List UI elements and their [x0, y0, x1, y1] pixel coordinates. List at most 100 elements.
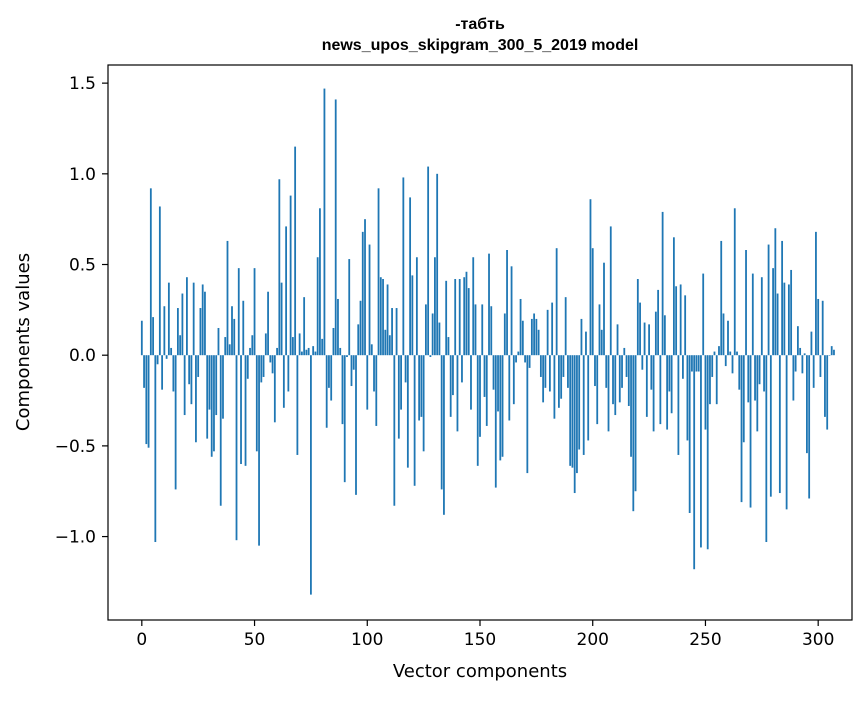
bar-244 — [691, 355, 693, 372]
bar-133 — [440, 355, 443, 490]
bar-9 — [161, 355, 164, 390]
bar-7 — [156, 355, 159, 365]
bar-240 — [682, 355, 684, 379]
bar-268 — [745, 250, 747, 356]
bar-23 — [192, 282, 195, 356]
x-tick-label: 0 — [136, 630, 147, 650]
bar-132 — [438, 322, 441, 356]
bar-36 — [222, 355, 224, 419]
bar-190 — [569, 355, 572, 466]
bar-176 — [537, 329, 540, 356]
x-tick-label: 150 — [464, 630, 496, 650]
bar-51 — [255, 355, 258, 452]
y-tick-label: 0.0 — [69, 346, 96, 366]
bar-42 — [235, 355, 238, 541]
bar-253 — [711, 355, 714, 377]
bar-93 — [350, 355, 353, 387]
bar-124 — [420, 355, 423, 417]
bar-294 — [803, 353, 806, 356]
bar-1 — [143, 355, 145, 388]
bar-41 — [233, 318, 236, 356]
bar-103 — [373, 355, 375, 392]
bar-285 — [783, 282, 786, 356]
bar-207 — [607, 355, 610, 432]
bar-27 — [201, 284, 204, 356]
bar-121 — [413, 355, 416, 486]
bar-305 — [828, 355, 831, 356]
bar-230 — [659, 355, 662, 425]
bar-226 — [650, 355, 653, 390]
bar-292 — [799, 347, 802, 356]
bar-80 — [321, 338, 324, 356]
bar-66 — [289, 195, 292, 356]
bar-212 — [618, 355, 621, 403]
bar-261 — [729, 351, 732, 356]
bar-15 — [174, 355, 177, 490]
x-tick-label: 300 — [802, 630, 834, 650]
bar-280 — [772, 268, 774, 356]
bar-55 — [264, 333, 267, 356]
bar-84 — [330, 355, 333, 401]
bar-209 — [612, 355, 614, 405]
bar-71 — [300, 351, 303, 356]
bar-17 — [179, 335, 182, 356]
bar-54 — [262, 355, 265, 377]
bar-90 — [343, 355, 346, 483]
bar-85 — [332, 327, 335, 356]
bar-291 — [796, 326, 799, 356]
bar-137 — [449, 355, 452, 417]
bar-45 — [242, 300, 245, 356]
bar-200 — [591, 248, 594, 356]
bar-221 — [639, 302, 641, 356]
bar-201 — [594, 355, 596, 387]
bar-116 — [402, 177, 405, 356]
bar-44 — [240, 355, 242, 465]
bar-34 — [217, 327, 220, 356]
bar-153 — [485, 355, 488, 426]
bar-182 — [551, 302, 554, 356]
bar-281 — [774, 228, 777, 356]
bar-279 — [769, 355, 772, 497]
y-axis: −1.0 −0.5 0.0 0.5 1.0 1.5 — [55, 74, 108, 548]
bar-186 — [560, 355, 563, 399]
bar-219 — [634, 355, 637, 492]
bar-193 — [576, 355, 578, 474]
bar-213 — [621, 355, 623, 388]
bar-2 — [145, 355, 148, 445]
bar-86 — [334, 99, 337, 356]
bar-101 — [368, 244, 371, 356]
x-tick-label: 100 — [351, 630, 383, 650]
bar-series — [140, 88, 835, 595]
bar-174 — [533, 313, 536, 356]
bar-180 — [546, 309, 549, 356]
bar-227 — [652, 355, 655, 432]
bar-191 — [571, 355, 574, 468]
bar-286 — [785, 355, 788, 510]
bar-147 — [472, 257, 475, 356]
bar-131 — [436, 173, 439, 356]
bar-10 — [163, 306, 166, 356]
y-axis-label: Components values — [13, 253, 34, 431]
bar-183 — [553, 355, 556, 419]
bar-29 — [206, 355, 209, 439]
bar-163 — [508, 355, 511, 421]
bar-65 — [287, 355, 290, 392]
bar-30 — [208, 355, 211, 410]
bar-188 — [564, 297, 567, 356]
bar-237 — [675, 286, 678, 356]
bar-72 — [303, 297, 306, 356]
chart-title-line-2: news_upos_skipgram_300_5_2019 model — [322, 37, 639, 54]
bar-69 — [296, 355, 299, 455]
bar-60 — [276, 347, 278, 356]
bar-276 — [763, 355, 765, 392]
bar-238 — [677, 355, 680, 455]
bar-8 — [158, 206, 161, 356]
bar-129 — [431, 313, 434, 356]
bar-120 — [411, 275, 414, 356]
chart-title-line-1: -табть — [455, 16, 505, 33]
bar-139 — [454, 279, 457, 356]
x-tick-label: 200 — [577, 630, 609, 650]
bar-271 — [751, 273, 754, 356]
bar-304 — [826, 355, 829, 430]
bar-19 — [183, 355, 186, 416]
